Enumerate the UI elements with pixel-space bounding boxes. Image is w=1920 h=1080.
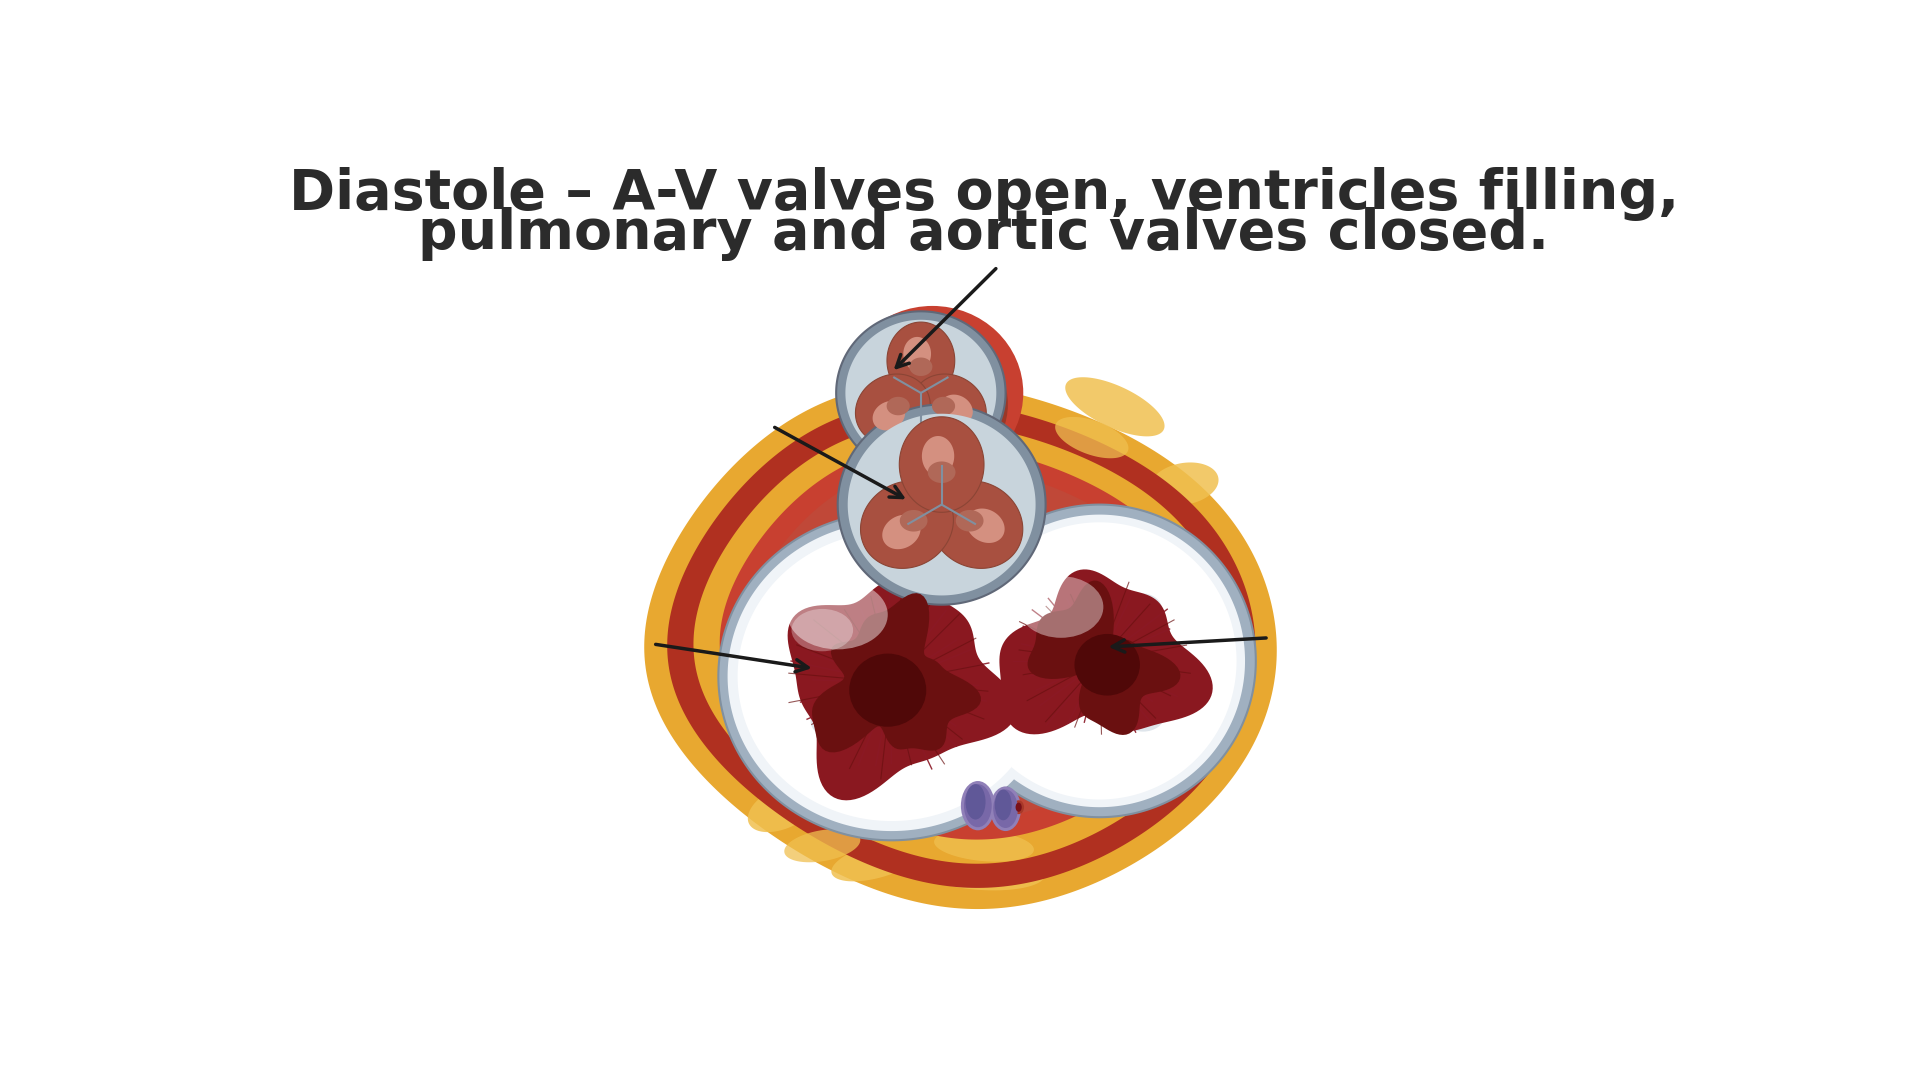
Polygon shape bbox=[1000, 569, 1213, 734]
Polygon shape bbox=[693, 422, 1231, 864]
Polygon shape bbox=[1150, 462, 1219, 505]
Polygon shape bbox=[837, 311, 1006, 474]
Ellipse shape bbox=[851, 426, 1033, 599]
Ellipse shape bbox=[993, 789, 1018, 828]
Text: Diastole – A-V valves open, ventricles filling,: Diastole – A-V valves open, ventricles f… bbox=[288, 166, 1680, 220]
Polygon shape bbox=[956, 510, 983, 531]
Polygon shape bbox=[849, 414, 1035, 595]
Polygon shape bbox=[943, 504, 1256, 818]
Polygon shape bbox=[856, 374, 931, 444]
Ellipse shape bbox=[1016, 802, 1021, 812]
Polygon shape bbox=[899, 417, 983, 512]
Polygon shape bbox=[962, 523, 1236, 799]
Polygon shape bbox=[728, 522, 1056, 832]
Ellipse shape bbox=[841, 306, 1023, 480]
Polygon shape bbox=[718, 512, 1066, 840]
Ellipse shape bbox=[966, 784, 985, 820]
Ellipse shape bbox=[1020, 577, 1104, 638]
Ellipse shape bbox=[991, 786, 1021, 832]
Polygon shape bbox=[872, 401, 904, 430]
Ellipse shape bbox=[960, 781, 995, 831]
Ellipse shape bbox=[849, 653, 925, 727]
Polygon shape bbox=[929, 481, 1023, 568]
Polygon shape bbox=[883, 515, 920, 550]
Polygon shape bbox=[935, 829, 1033, 862]
Polygon shape bbox=[668, 401, 1256, 888]
Ellipse shape bbox=[1121, 701, 1164, 731]
Polygon shape bbox=[1066, 758, 1133, 795]
Polygon shape bbox=[968, 530, 1023, 691]
Polygon shape bbox=[783, 829, 860, 862]
Polygon shape bbox=[860, 481, 954, 568]
Polygon shape bbox=[1027, 581, 1181, 735]
Ellipse shape bbox=[837, 405, 1046, 605]
Ellipse shape bbox=[868, 602, 914, 636]
Ellipse shape bbox=[1014, 800, 1023, 814]
Polygon shape bbox=[910, 357, 933, 376]
Text: pulmonary and aortic valves closed.: pulmonary and aortic valves closed. bbox=[419, 206, 1549, 260]
Polygon shape bbox=[900, 510, 927, 531]
Ellipse shape bbox=[791, 609, 852, 651]
Ellipse shape bbox=[995, 789, 1012, 821]
Polygon shape bbox=[908, 847, 1044, 890]
Ellipse shape bbox=[1119, 593, 1162, 624]
Polygon shape bbox=[737, 531, 1046, 821]
Polygon shape bbox=[1066, 377, 1165, 436]
Polygon shape bbox=[941, 394, 973, 424]
Polygon shape bbox=[747, 782, 820, 832]
Ellipse shape bbox=[787, 580, 887, 649]
Polygon shape bbox=[1165, 557, 1217, 595]
Polygon shape bbox=[845, 320, 996, 467]
Ellipse shape bbox=[1150, 646, 1192, 676]
Polygon shape bbox=[1056, 417, 1129, 458]
Polygon shape bbox=[954, 514, 1244, 807]
Polygon shape bbox=[966, 509, 1004, 543]
Polygon shape bbox=[1146, 538, 1192, 568]
Polygon shape bbox=[927, 461, 956, 483]
Polygon shape bbox=[831, 841, 922, 881]
Ellipse shape bbox=[964, 784, 993, 827]
Polygon shape bbox=[787, 579, 1016, 800]
Ellipse shape bbox=[856, 333, 1008, 476]
Ellipse shape bbox=[799, 644, 845, 679]
Polygon shape bbox=[922, 436, 954, 476]
Polygon shape bbox=[743, 463, 1185, 819]
Ellipse shape bbox=[979, 565, 1018, 657]
Polygon shape bbox=[931, 396, 954, 416]
Ellipse shape bbox=[1075, 634, 1140, 696]
Polygon shape bbox=[887, 396, 910, 416]
Ellipse shape bbox=[810, 704, 856, 739]
Polygon shape bbox=[812, 593, 981, 753]
Polygon shape bbox=[720, 445, 1208, 839]
Polygon shape bbox=[887, 322, 954, 400]
Polygon shape bbox=[837, 405, 1046, 605]
Polygon shape bbox=[902, 337, 931, 370]
Polygon shape bbox=[883, 449, 989, 494]
Polygon shape bbox=[645, 382, 1277, 909]
Polygon shape bbox=[912, 374, 987, 444]
